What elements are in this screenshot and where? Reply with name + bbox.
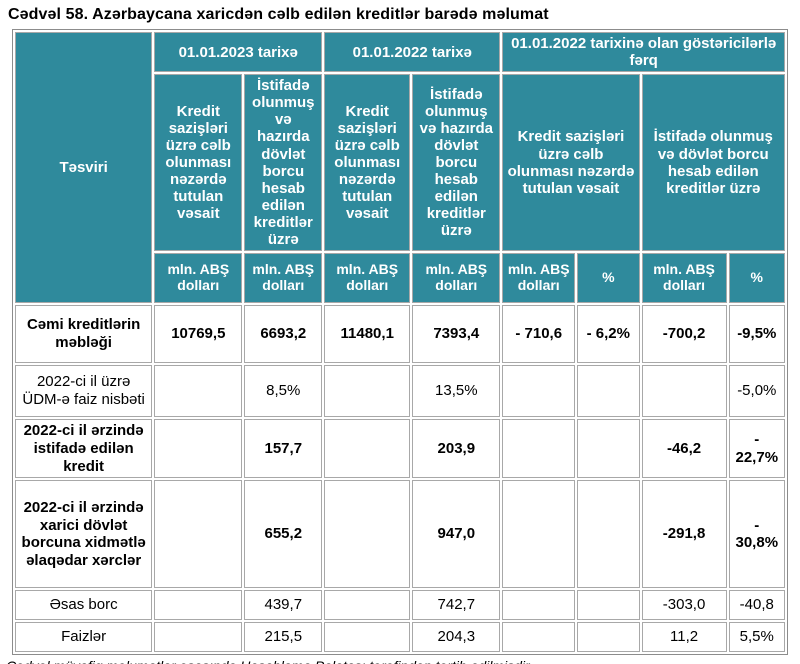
value-cell: 742,7 xyxy=(412,590,501,621)
table-title: Cədvəl 58. Azərbaycana xaricdən cəlb edi… xyxy=(8,6,549,23)
row-label-cell: Cəmi kreditlərin məbləği xyxy=(15,305,153,364)
table-row-interest: Faizlər 215,5 204,3 11,2 5,5% xyxy=(15,622,785,653)
value-cell xyxy=(502,622,576,653)
table-row-used-credit: 2022-ci il ərzində istifadə edilən kredi… xyxy=(15,419,785,479)
unit-cell-percent: % xyxy=(728,253,785,304)
table-row-total-credits: Cəmi kreditlərin məbləği 10769,5 6693,2 … xyxy=(15,305,785,364)
value-cell: 157,7 xyxy=(244,419,323,479)
unit-cell: mln. ABŞ dolları xyxy=(412,253,501,304)
table-row-debt-service-costs: 2022-ci il ərzində xarici dövlət borcuna… xyxy=(15,480,785,589)
table-row-principal-debt: Əsas borc 439,7 742,7 -303,0 -40,8 xyxy=(15,590,785,621)
value-cell xyxy=(502,365,576,418)
value-cell xyxy=(577,480,640,589)
header-sub-row: Kredit sazişləri üzrə cəlb olunması nəzə… xyxy=(15,74,785,252)
value-cell: -40,8 xyxy=(728,590,785,621)
unit-cell: mln. ABŞ dolları xyxy=(641,253,727,304)
value-cell xyxy=(324,419,411,479)
subheader-diff-used: İstifadə olunmuş və dövlət borcu hesab e… xyxy=(641,74,785,252)
subheader-diff-agreements: Kredit sazişləri üzrə cəlb olunması nəzə… xyxy=(502,74,640,252)
unit-cell: mln. ABŞ dolları xyxy=(324,253,411,304)
value-cell xyxy=(502,419,576,479)
value-cell: - 710,6 xyxy=(502,305,576,364)
value-cell xyxy=(324,365,411,418)
subheader-2023-used: İstifadə olunmuş və hazırda dövlət borcu… xyxy=(244,74,323,252)
value-cell: -5,0% xyxy=(728,365,785,418)
value-cell: - 30,8% xyxy=(728,480,785,589)
row-label-cell: 2022-ci il ərzində xarici dövlət borcuna… xyxy=(15,480,153,589)
unit-cell-percent: % xyxy=(577,253,640,304)
value-cell: 947,0 xyxy=(412,480,501,589)
value-cell xyxy=(324,590,411,621)
value-cell: -700,2 xyxy=(641,305,727,364)
value-cell: 10769,5 xyxy=(154,305,243,364)
value-cell: 203,9 xyxy=(412,419,501,479)
value-cell: 439,7 xyxy=(244,590,323,621)
row-label-cell: Əsas borc xyxy=(15,590,153,621)
unit-cell: mln. ABŞ dolları xyxy=(502,253,576,304)
value-cell: -46,2 xyxy=(641,419,727,479)
value-cell: 8,5% xyxy=(244,365,323,418)
header-group-2022: 01.01.2022 tarixə xyxy=(324,32,501,73)
row-label-cell: 2022-ci il ərzində istifadə edilən kredi… xyxy=(15,419,153,479)
unit-cell: mln. ABŞ dolları xyxy=(244,253,323,304)
value-cell: 215,5 xyxy=(244,622,323,653)
value-cell xyxy=(154,590,243,621)
subheader-2022-used: İstifadə olunmuş və hazırda dövlət borcu… xyxy=(412,74,501,252)
header-group-diff: 01.01.2022 tarixinə olan göstəricilərlə … xyxy=(502,32,785,73)
value-cell: - 22,7% xyxy=(728,419,785,479)
credits-table: Təsviri 01.01.2023 tarixə 01.01.2022 tar… xyxy=(12,29,788,656)
value-cell: -9,5% xyxy=(728,305,785,364)
value-cell: -303,0 xyxy=(641,590,727,621)
header-group-2023: 01.01.2023 tarixə xyxy=(154,32,323,73)
value-cell xyxy=(154,622,243,653)
value-cell: 655,2 xyxy=(244,480,323,589)
table-source-note: Cədvəl müvafiq məlumatlar əsasında Hesab… xyxy=(0,655,800,664)
value-cell: 11480,1 xyxy=(324,305,411,364)
corner-header-cell: Təsviri xyxy=(15,32,153,304)
row-label-cell: Faizlər xyxy=(15,622,153,653)
value-cell: 6693,2 xyxy=(244,305,323,364)
value-cell: 7393,4 xyxy=(412,305,501,364)
value-cell: 5,5% xyxy=(728,622,785,653)
value-cell xyxy=(577,419,640,479)
header-group-row: Təsviri 01.01.2023 tarixə 01.01.2022 tar… xyxy=(15,32,785,304)
value-cell xyxy=(502,590,576,621)
value-cell xyxy=(577,590,640,621)
value-cell xyxy=(324,622,411,653)
value-cell xyxy=(154,419,243,479)
value-cell: 204,3 xyxy=(412,622,501,653)
value-cell xyxy=(577,365,640,418)
value-cell: 11,2 xyxy=(641,622,727,653)
value-cell xyxy=(154,480,243,589)
row-label-cell: 2022-ci il üzrə ÜDM-ə faiz nisbəti xyxy=(15,365,153,418)
value-cell: 13,5% xyxy=(412,365,501,418)
subheader-2022-agreements: Kredit sazişləri üzrə cəlb olunması nəzə… xyxy=(324,74,411,252)
value-cell xyxy=(324,480,411,589)
value-cell: -291,8 xyxy=(641,480,727,589)
value-cell xyxy=(577,622,640,653)
table-row-gdp-ratio: 2022-ci il üzrə ÜDM-ə faiz nisbəti 8,5% … xyxy=(15,365,785,418)
subheader-2023-agreements: Kredit sazişləri üzrə cəlb olunması nəzə… xyxy=(154,74,243,252)
value-cell xyxy=(641,365,727,418)
header-units-row: mln. ABŞ dolları mln. ABŞ dolları mln. A… xyxy=(15,253,785,304)
value-cell xyxy=(154,365,243,418)
value-cell xyxy=(502,480,576,589)
value-cell: - 6,2% xyxy=(577,305,640,364)
unit-cell: mln. ABŞ dolları xyxy=(154,253,243,304)
